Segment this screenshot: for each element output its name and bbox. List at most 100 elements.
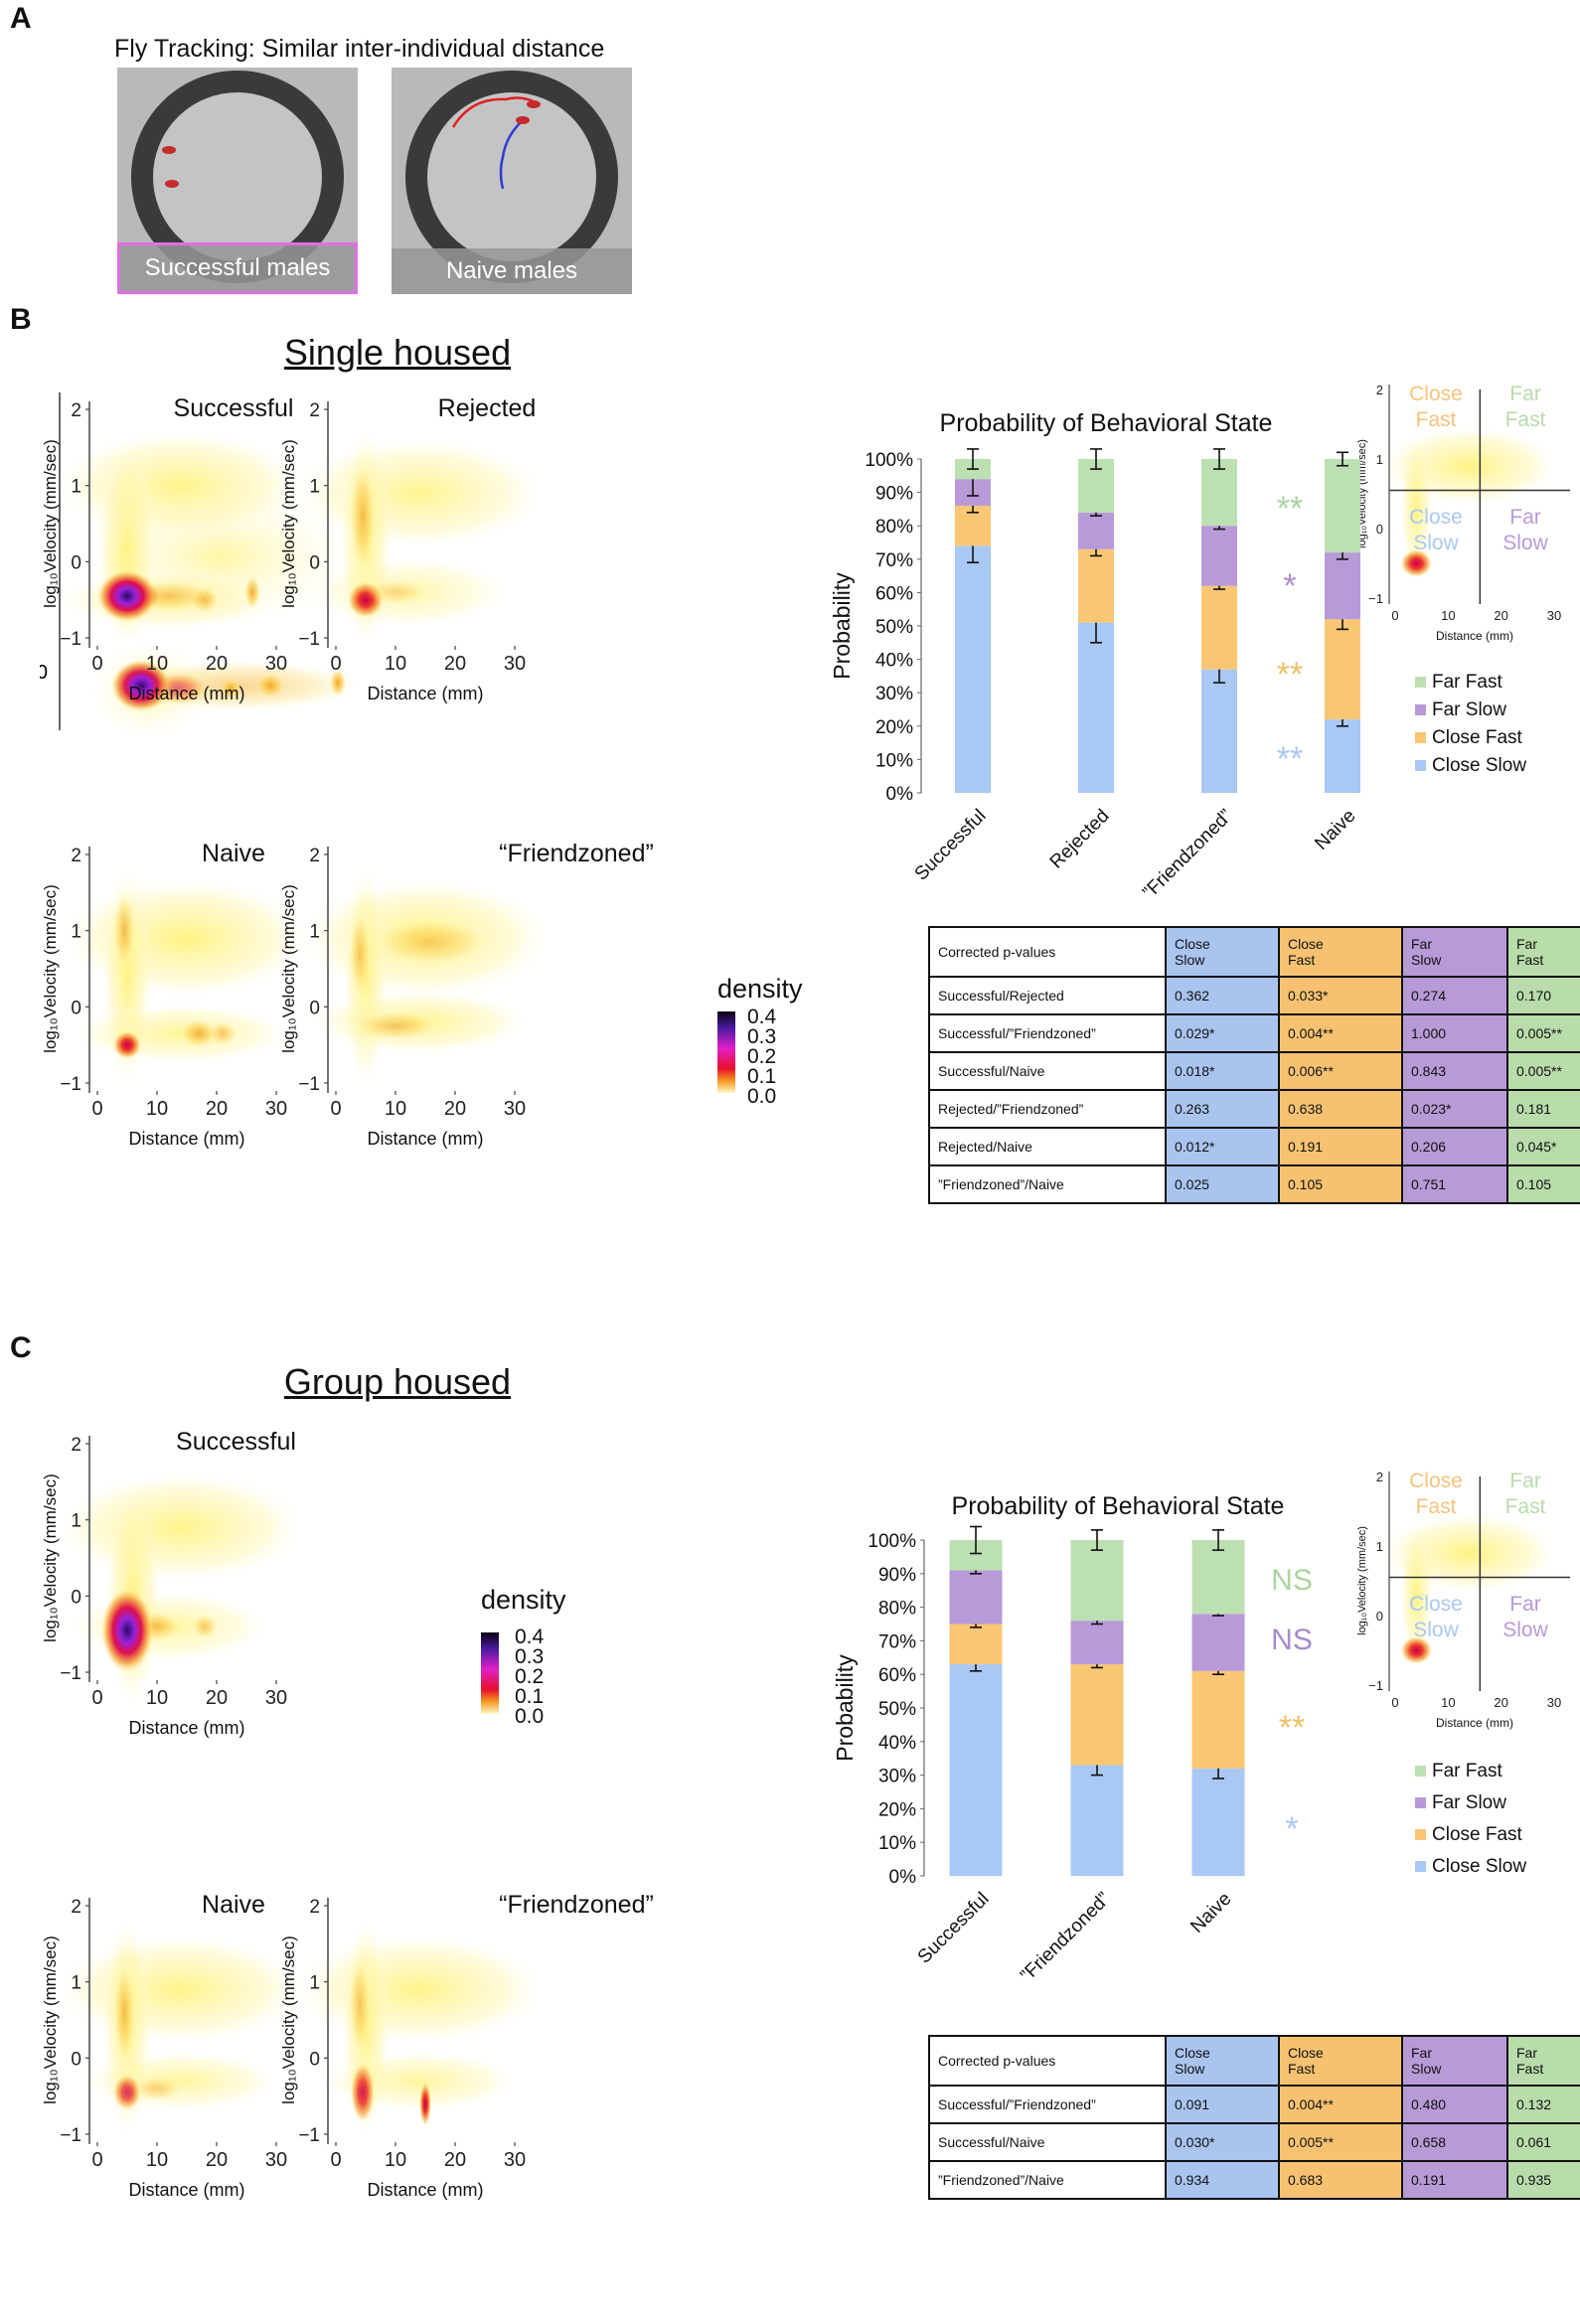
x-tick-label: 0 [91,1687,102,1709]
x-axis-label: Distance (mm) [128,1718,244,1738]
x-tick-label: 20 [1494,1695,1507,1710]
video-label-naive: Naive males [392,248,632,294]
density-blob [351,466,375,566]
y-tick-label: 0 [71,2049,81,2070]
y-tick-label: 0 [1376,522,1383,537]
density-blob [113,1030,141,1059]
density-tick: 0.0 [515,1705,545,1728]
heatmap-title-friendzoned: “Friendzoned” [499,840,654,867]
legend-label: Far Slow [1432,1792,1506,1813]
density-blob [133,2077,181,2100]
x-tick-label: 0 [1391,1695,1398,1710]
y-tick-label: 60% [878,1665,916,1686]
significance-marker: ** [1277,740,1303,778]
table-cell: 0.025 [1165,1164,1280,1204]
bar-segment-close-slow [1070,1765,1124,1876]
legend-swatch [1415,732,1426,744]
density-blob [101,1588,153,1672]
table-row-label: Successful/Naive [928,2122,1167,2162]
significance-marker: ** [1277,490,1303,528]
density-colorbar [717,1011,735,1093]
density-tick: 0.3 [515,1645,545,1668]
stacked-bar-chart-group: Probability of Behavioral State 0% 10% 20% 3… [832,1492,1313,1986]
y-tick-label: −1 [60,2125,81,2146]
y-tick-label: 10% [875,750,913,771]
significance-marker: * [1283,567,1296,605]
legend-far-slow: Far Slow [1415,699,1506,721]
density-ticks: 0.4 0.3 0.2 0.1 0.0 [747,1007,776,1107]
x-tick-label: 0 [330,653,341,675]
table-row-label: Successful/Naive [928,1051,1167,1091]
x-tick-label: 10 [385,1098,406,1120]
table-row-label: ”Friendzoned”/Naive [928,1164,1167,1204]
density-blob [97,569,157,622]
density-blob [1400,438,1433,577]
bar-segment-close-slow [1078,622,1114,793]
x-tick-label: 30 [265,1687,287,1709]
bar-segment-far-fast [1191,1540,1245,1615]
y-axis-label: log₁₀Velocity (mm/sec) [1356,1526,1368,1635]
x-tick-label: 0 [330,2149,341,2171]
density-blob [113,2074,141,2110]
heatmap-title-friendzoned-group: “Friendzoned” [499,1891,654,1919]
x-tick-label: Rejected [1046,806,1114,873]
legend-far-fast: Far Fast [1415,672,1502,694]
x-tick-label: 0 [91,2149,102,2171]
y-tick-label: 0 [309,2049,320,2070]
y-tick-label: 70% [878,1631,916,1652]
y-axis-label: log₁₀Velocity (mm/sec) [279,1936,298,2104]
density-legend-title: density [717,974,803,1004]
table-cell: 0.005** [1506,1013,1580,1053]
table-row-label: Corrected p-values [928,926,1167,978]
table-cell: 0.263 [1165,1089,1280,1129]
table-cell: 0.012* [1165,1127,1280,1166]
bar-segment-far-slow [1070,1621,1124,1665]
table-header-row: Corrected p-values Close Slow Close Fast Fa… [928,926,1580,978]
quadrant-label-far-slow: Far Slow [1502,506,1548,554]
bar-segment-far-fast [1201,459,1237,527]
y-axis-label: log₁₀Velocity (mm/sec) [279,884,298,1053]
table-cell: Far Fast [1506,2035,1580,2087]
x-tick-label: ”Friendzoned” [1017,1889,1114,1986]
y-tick-label: 0% [886,784,914,805]
x-tick-label: 10 [146,653,168,675]
table-cell: 0.029* [1165,1013,1280,1053]
bar-segment-close-slow [1201,669,1237,793]
quadrant-label-close-slow: Close Slow [1409,506,1463,554]
table-cell: 0.004** [1278,2085,1403,2124]
table-row: Rejected/”Friendzoned” 0.263 0.638 0.023* 0.… [928,1089,1580,1129]
table-cell: 0.935 [1506,2160,1580,2200]
x-tick-label: 20 [444,653,466,675]
y-tick: 0 [40,662,48,684]
y-tick-label: 0% [889,1867,917,1888]
table-row: Successful/Naive 0.030* 0.005** 0.658 0.061 [928,2122,1580,2162]
density-tick: 0.1 [515,1685,545,1708]
table-cell: Close Slow [1165,2035,1280,2087]
y-tick-label: −1 [298,629,320,650]
bar-segment-close-fast [1201,585,1237,670]
x-axis-label: Distance (mm) [367,2180,483,2200]
x-axis-label: Distance (mm) [1436,629,1513,643]
y-axis-label: log₁₀Velocity (mm/sec) [41,1936,60,2104]
density-blob [1400,1525,1433,1664]
y-tick-label: 0 [1376,1609,1383,1624]
tracking-video-successful: Successful males [117,68,358,294]
stacked-bar-chart-single: Probability of Behavioral State 0% 10% 20% 3… [829,409,1360,903]
bar-segment-far-slow [1201,526,1237,586]
fly-marker [527,100,541,108]
y-tick-label: 30% [875,684,913,704]
significance-marker: * [1285,1810,1298,1848]
x-tick-label: ”Friendzoned” [1139,806,1236,903]
table-cell: 0.004** [1278,1013,1403,1053]
legend-swatch [1415,1797,1426,1809]
x-axis-label: Distance (mm) [128,684,244,703]
y-tick-label: 0 [309,998,320,1018]
density-blob [1400,549,1433,577]
fly-trajectories [451,96,541,190]
table-cell: 0.030* [1165,2122,1280,2162]
density-blob [295,1935,544,2045]
trajectory-blue [499,121,522,190]
